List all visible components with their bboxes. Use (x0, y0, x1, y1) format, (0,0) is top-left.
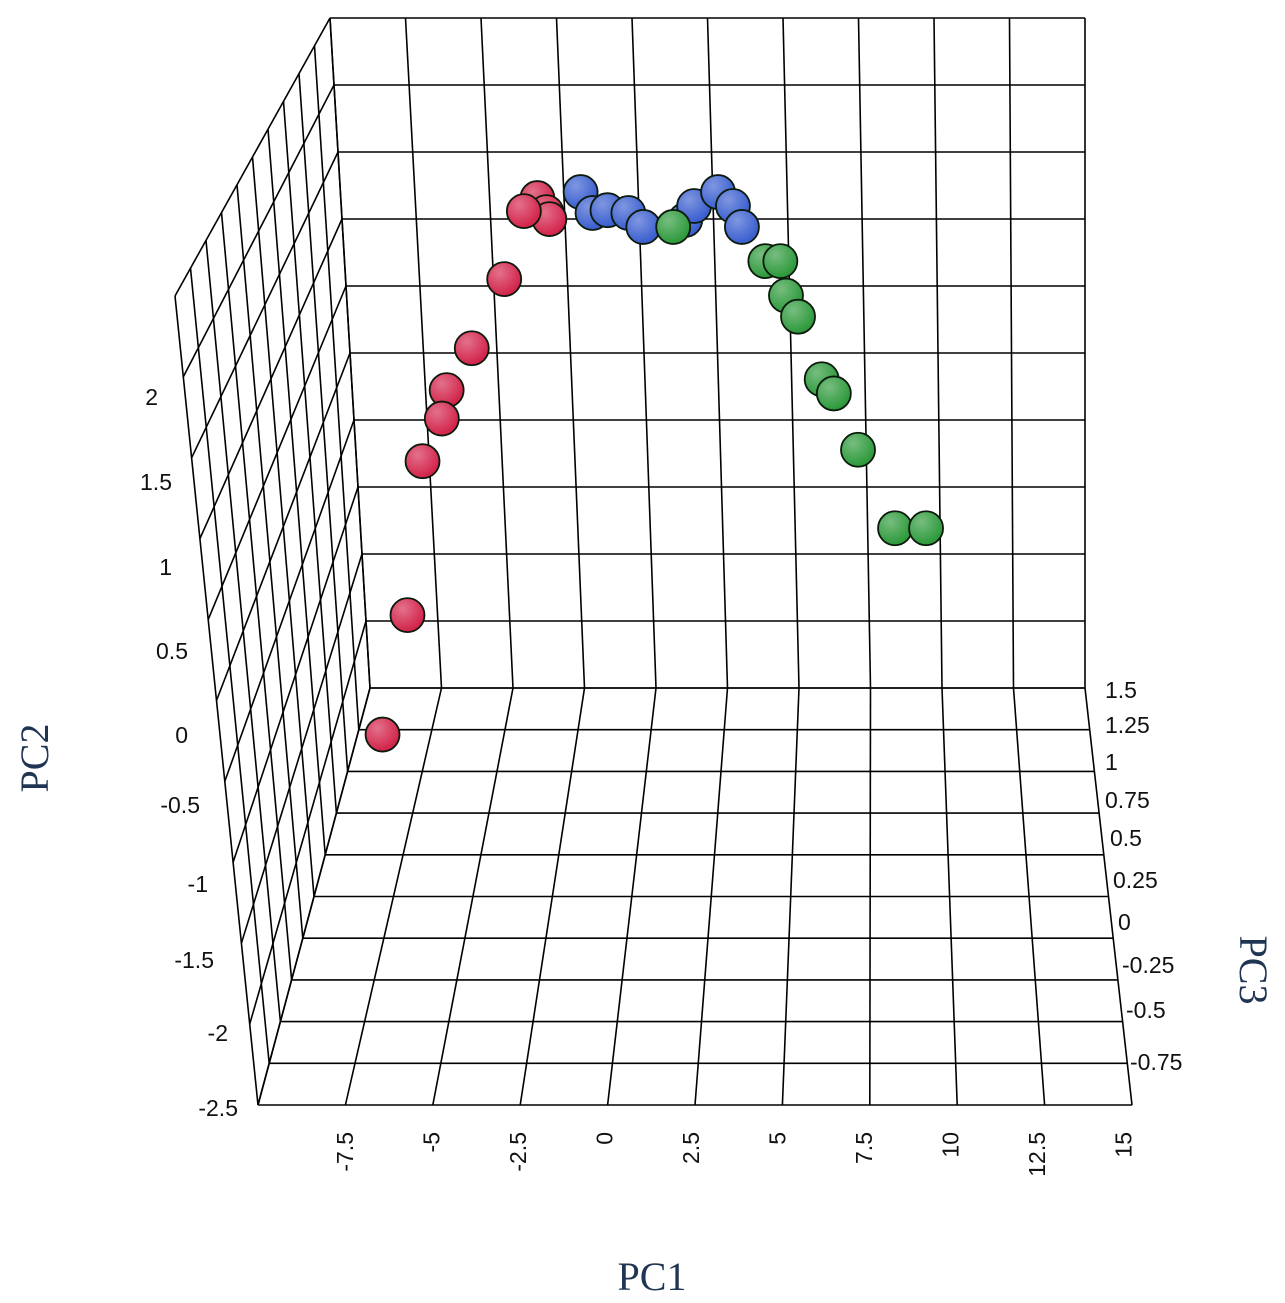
z-tick-label: 1.25 (1105, 712, 1150, 738)
z-tick-label: 0.5 (1110, 825, 1142, 851)
y-tick-label: 2 (145, 384, 158, 410)
data-point-highlight (430, 374, 463, 407)
y-tick-label: 0 (175, 722, 188, 748)
x-tick-label: 15 (1111, 1132, 1137, 1158)
data-point-highlight (657, 210, 690, 243)
z-tick-label: -0.25 (1122, 952, 1174, 978)
data-point-highlight (455, 332, 488, 365)
data-point (423, 400, 460, 437)
data-point (404, 443, 441, 480)
data-point (655, 209, 692, 245)
data-point-highlight (782, 300, 815, 333)
left-wall-gridline (267, 129, 326, 855)
left-wall-gridline (329, 17, 371, 689)
data-point-highlight (366, 718, 399, 751)
left-wall-gridline (220, 212, 293, 980)
data-point-highlight (488, 263, 521, 296)
z-tick-label: 0 (1118, 909, 1131, 935)
data-point (815, 375, 852, 412)
left-wall-gridline (251, 156, 315, 897)
y-tick-label: -0.5 (160, 792, 200, 818)
y-tick-label: 1 (159, 554, 172, 580)
x-axis-title: PC1 (618, 1254, 687, 1299)
data-point (762, 243, 799, 280)
y-tick-label: -1 (188, 871, 208, 897)
left-wall-gridline (313, 45, 360, 730)
data-point-highlight (507, 195, 540, 228)
z-tick-label: 1 (1105, 749, 1118, 775)
left-wall-gridline (282, 101, 338, 814)
data-point-highlight (764, 245, 797, 278)
z-axis-title: PC3 (1231, 936, 1276, 1005)
z-tick-label: 0.25 (1113, 867, 1158, 893)
left-wall-gridline (236, 184, 304, 939)
data-point-highlight (627, 210, 660, 243)
data-point (625, 209, 662, 245)
data-point (389, 597, 426, 634)
left-wall-gridline (205, 240, 282, 1022)
z-tick-label: -0.75 (1130, 1049, 1182, 1075)
data-point (908, 510, 944, 547)
data-point-highlight (391, 599, 424, 632)
y-tick-label: -2.5 (198, 1095, 238, 1121)
x-tick-label: 10 (938, 1132, 964, 1158)
x-tick-label: 7.5 (851, 1132, 877, 1164)
grid (174, 17, 1133, 1106)
data-point (724, 209, 760, 245)
data-point (877, 510, 913, 547)
x-tick-label: -7.5 (332, 1132, 358, 1172)
data-point (780, 298, 816, 335)
data-point-highlight (425, 402, 458, 435)
z-tick-label: -0.5 (1126, 997, 1166, 1023)
y-tick-label: -1.5 (174, 947, 214, 973)
x-tick-label: 2.5 (678, 1132, 704, 1164)
data-point (453, 330, 490, 367)
x-tick-label: 12.5 (1024, 1132, 1050, 1177)
data-point-highlight (842, 433, 875, 466)
x-tick-label: 5 (765, 1132, 791, 1145)
data-point-highlight (817, 377, 850, 410)
left-wall-gridline (189, 268, 270, 1064)
y-tick-label: -2 (208, 1020, 228, 1046)
data-point (486, 261, 523, 298)
y-tick-label: 0.5 (156, 638, 188, 664)
data-point-highlight (910, 512, 943, 545)
left-wall-gridline (298, 73, 349, 772)
y-tick-label: 1.5 (140, 469, 172, 495)
z-tick-label: 1.5 (1105, 677, 1137, 703)
data-point (428, 372, 465, 409)
x-tick-label: -5 (419, 1132, 445, 1152)
data-point-highlight (879, 512, 912, 545)
y-axis-title: PC2 (12, 724, 57, 793)
data-point-highlight (406, 445, 439, 478)
x-tick-label: 0 (592, 1132, 618, 1145)
tick-labels: -7.5 -5 -2.5 0 2.5 5 7.5 10 12.5 1521.510.50-0.5-… (140, 384, 1182, 1177)
data-point (505, 193, 542, 230)
left-wall-gridline (174, 295, 259, 1106)
data-point (364, 716, 401, 753)
z-tick-label: 0.75 (1105, 787, 1150, 813)
data-points (364, 174, 944, 753)
data-point-highlight (725, 210, 758, 243)
data-point (840, 431, 876, 468)
x-tick-label: -2.5 (505, 1132, 531, 1172)
